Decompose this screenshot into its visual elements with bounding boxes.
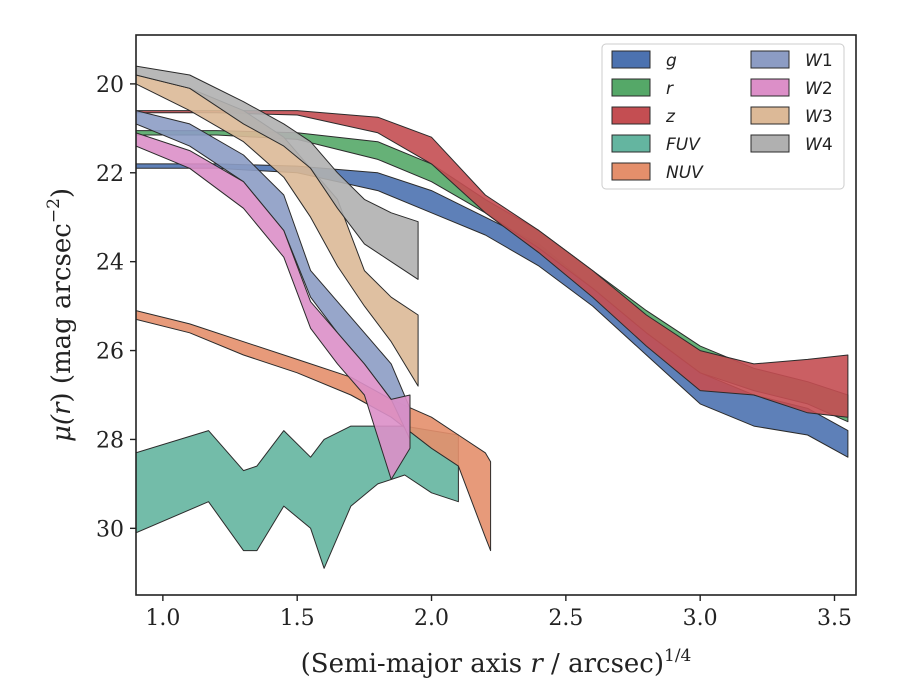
legend-label-w2: W2 [805,79,833,99]
legend-swatch-w1 [750,50,790,69]
legend-label-g: g [666,51,677,71]
band-fuv [136,425,459,569]
legend-swatch-nuv [611,162,651,181]
x-tick-label: 2.5 [548,606,583,631]
legend-label-w4: W4 [805,135,833,155]
x-tick-label: 3.0 [683,606,718,631]
legend-swatch-fuv [611,134,651,153]
y-axis-label: μ(r) (mag arcsec−2) [44,188,77,442]
legend-label-nuv: NUV [666,163,704,183]
x-tick-label: 3.5 [817,606,852,631]
x-tick-label: 1.0 [145,606,180,631]
band-w2 [136,132,411,480]
legend-swatch-g [611,50,651,69]
y-tick-label: 20 [96,73,124,98]
plot-frame [135,34,857,596]
legend-label-r: r [666,79,674,99]
x-axis-ticks: 1.0 1.5 2.0 2.5 3.0 3.5 [145,595,852,631]
y-tick-label: 24 [96,251,124,276]
legend: grz FUV NUV W1 W2 W3 W4 [601,43,845,190]
legend-label-fuv: FUV [666,135,701,155]
y-axis-ticks: 20 22 24 26 28 30 [96,73,136,542]
legend-label-w1: W1 [805,51,833,71]
legend-label-z: z [665,107,676,127]
band-g [136,163,849,458]
band-z [136,110,849,418]
y-tick-label: 30 [96,517,124,542]
legend-swatch-w2 [750,78,790,97]
legend-swatch-r [611,78,651,97]
x-tick-label: 2.0 [414,606,449,631]
profile-bands [136,65,849,569]
legend-swatch-w3 [750,106,790,125]
y-tick-label: 26 [96,340,124,365]
band-nuv [136,310,492,552]
y-tick-label: 22 [96,162,124,187]
x-tick-label: 1.5 [280,606,315,631]
band-w4 [136,65,419,280]
y-tick-label: 28 [96,428,124,453]
legend-swatch-z [611,106,651,125]
x-axis-label: (Semi-major axis r / arcsec)1/4 [301,646,692,679]
legend-swatch-w4 [750,134,790,153]
legend-label-w3: W3 [805,107,833,127]
